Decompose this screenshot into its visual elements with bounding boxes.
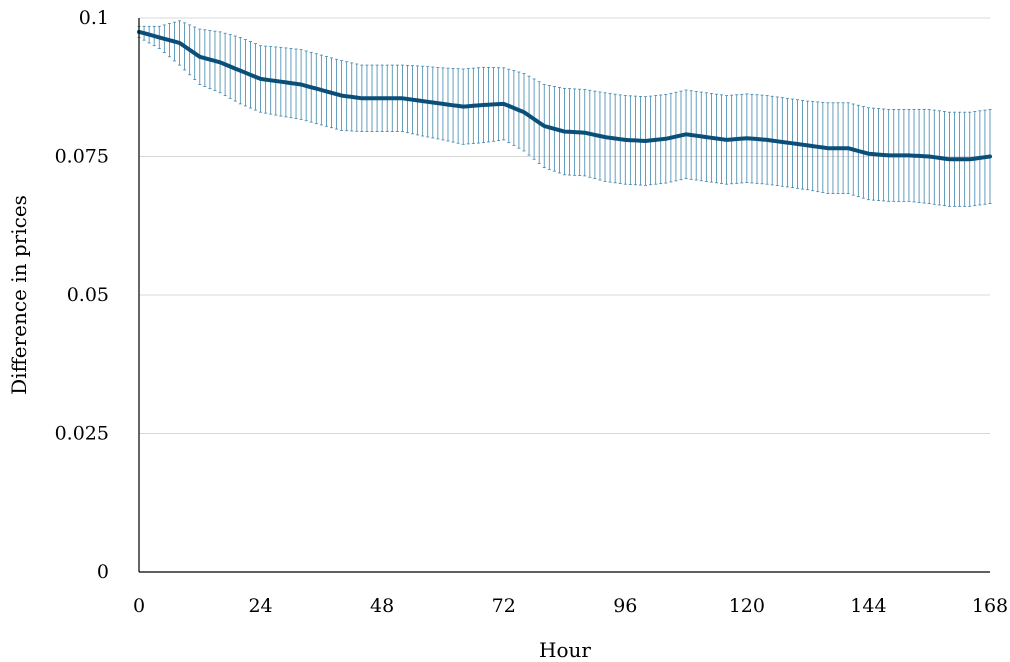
series-line xyxy=(137,29,992,162)
x-tick-label: 48 xyxy=(370,595,394,617)
x-tick-label: 24 xyxy=(248,595,272,617)
x-tick-label: 0 xyxy=(133,595,145,617)
x-tick-label: 96 xyxy=(613,595,637,617)
y-tick-label: 0.025 xyxy=(55,423,109,445)
x-tick-label: 168 xyxy=(972,595,1008,617)
y-tick-label: 0 xyxy=(97,561,109,583)
x-tick-label: 120 xyxy=(729,595,765,617)
x-tick-label: 144 xyxy=(850,595,886,617)
x-tick-label: 72 xyxy=(492,595,516,617)
x-tick-labels: 0 24 48 72 96 120 144 168 xyxy=(133,595,1008,617)
y-tick-labels: 0 0.025 0.05 0.075 0.1 xyxy=(55,7,109,583)
x-axis-title: Hour xyxy=(539,638,591,662)
series-group xyxy=(137,29,992,162)
error-bars xyxy=(137,20,992,207)
y-tick-label: 0.075 xyxy=(55,146,109,168)
y-axis-title: Difference in prices xyxy=(7,195,31,395)
y-tick-label: 0.05 xyxy=(67,284,109,306)
y-tick-label: 0.1 xyxy=(79,7,109,29)
